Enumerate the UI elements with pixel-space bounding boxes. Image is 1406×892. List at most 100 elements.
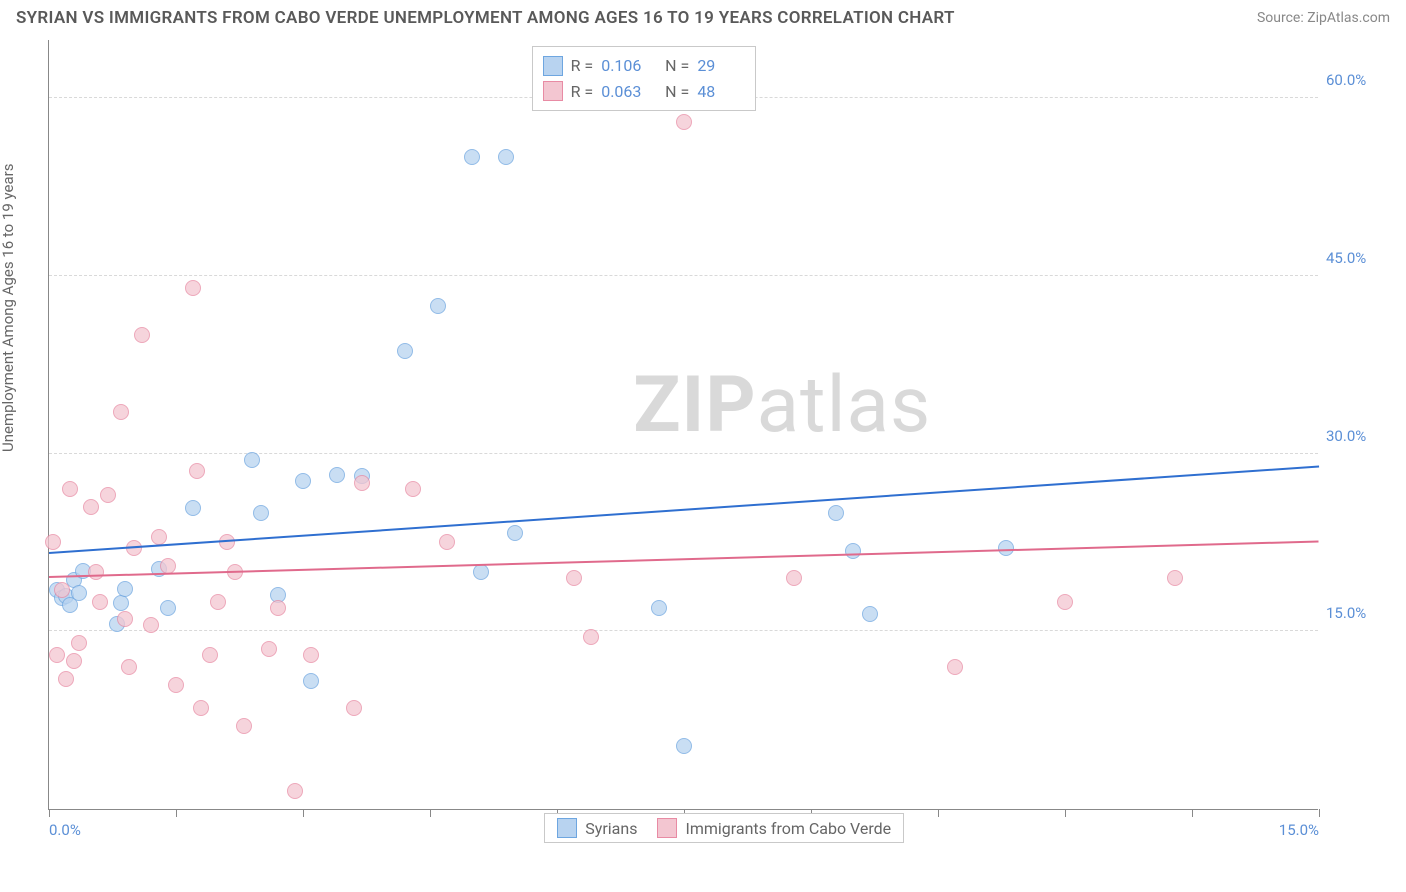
chart-container: Unemployment Among Ages 16 to 19 years 1… [0,32,1406,882]
data-point [88,564,104,580]
data-point [405,481,421,497]
stat-r-label: R = [571,79,594,105]
data-point [287,783,303,799]
data-point [117,581,133,597]
data-point [121,659,137,675]
stats-row: R = 0.063 N = 48 [543,79,746,105]
data-point [583,629,599,645]
data-point [498,149,514,165]
y-axis-label: Unemployment Among Ages 16 to 19 years [0,164,17,452]
data-point [270,600,286,616]
gridline [49,630,1318,631]
x-tick-label: 15.0% [1279,821,1319,839]
data-point [189,463,205,479]
source-label: Source: ZipAtlas.com [1257,10,1390,26]
data-point [193,700,209,716]
data-point [566,570,582,586]
data-point [354,475,370,491]
data-point [210,594,226,610]
stat-n-value: 29 [697,53,745,79]
data-point [303,647,319,663]
data-point [113,595,129,611]
stat-r-label: R = [571,53,594,79]
stat-n-label: N = [657,79,689,105]
data-point [1057,594,1073,610]
data-point [117,611,133,627]
stats-row: R = 0.106 N = 29 [543,53,746,79]
data-point [151,529,167,545]
legend-item: Syrians [557,818,637,838]
legend-label: Syrians [585,819,637,838]
gridline [49,275,1318,276]
data-point [862,606,878,622]
chart-title: SYRIAN VS IMMIGRANTS FROM CABO VERDE UNE… [16,8,955,28]
y-tick-label: 30.0% [1326,427,1390,445]
legend-swatch [557,818,577,838]
data-point [346,700,362,716]
data-point [58,671,74,687]
y-tick-label: 45.0% [1326,249,1390,267]
data-point [185,280,201,296]
data-point [295,473,311,489]
data-point [45,534,61,550]
data-point [92,594,108,610]
y-tick-label: 15.0% [1326,604,1390,622]
legend-item: Immigrants from Cabo Verde [657,818,891,838]
data-point [439,534,455,550]
data-point [62,481,78,497]
trend-line [49,540,1319,578]
data-point [261,641,277,657]
data-point [430,298,446,314]
x-tick-label: 0.0% [49,821,81,839]
data-point [66,653,82,669]
data-point [676,738,692,754]
data-point [329,467,345,483]
stat-n-label: N = [657,53,689,79]
data-point [303,673,319,689]
data-point [71,635,87,651]
x-tick [938,809,939,817]
data-point [71,585,87,601]
legend: Syrians Immigrants from Cabo Verde [544,813,904,843]
x-tick [430,809,431,817]
stat-n-value: 48 [697,79,745,105]
data-point [464,149,480,165]
data-point [113,404,129,420]
data-point [236,718,252,734]
data-point [786,570,802,586]
stat-r-value: 0.063 [601,79,649,105]
trend-line [49,466,1319,554]
data-point [651,600,667,616]
stat-r-value: 0.106 [601,53,649,79]
data-point [143,617,159,633]
x-tick [49,809,50,817]
data-point [676,114,692,130]
x-tick [1065,809,1066,817]
data-point [1167,570,1183,586]
stats-box: R = 0.106 N = 29 R = 0.063 N = 48 [532,46,757,111]
data-point [134,327,150,343]
data-point [185,500,201,516]
x-tick [1192,809,1193,817]
data-point [54,582,70,598]
data-point [244,452,260,468]
data-point [947,659,963,675]
legend-swatch [657,818,677,838]
data-point [473,564,489,580]
data-point [83,499,99,515]
data-point [219,534,235,550]
watermark: ZIPatlas [633,360,931,451]
x-tick [176,809,177,817]
data-point [202,647,218,663]
legend-swatch [543,56,563,76]
data-point [168,677,184,693]
data-point [49,647,65,663]
data-point [253,505,269,521]
data-point [828,505,844,521]
y-tick-label: 60.0% [1326,71,1390,89]
data-point [160,600,176,616]
data-point [397,343,413,359]
x-tick [1319,809,1320,817]
data-point [845,543,861,559]
data-point [100,487,116,503]
